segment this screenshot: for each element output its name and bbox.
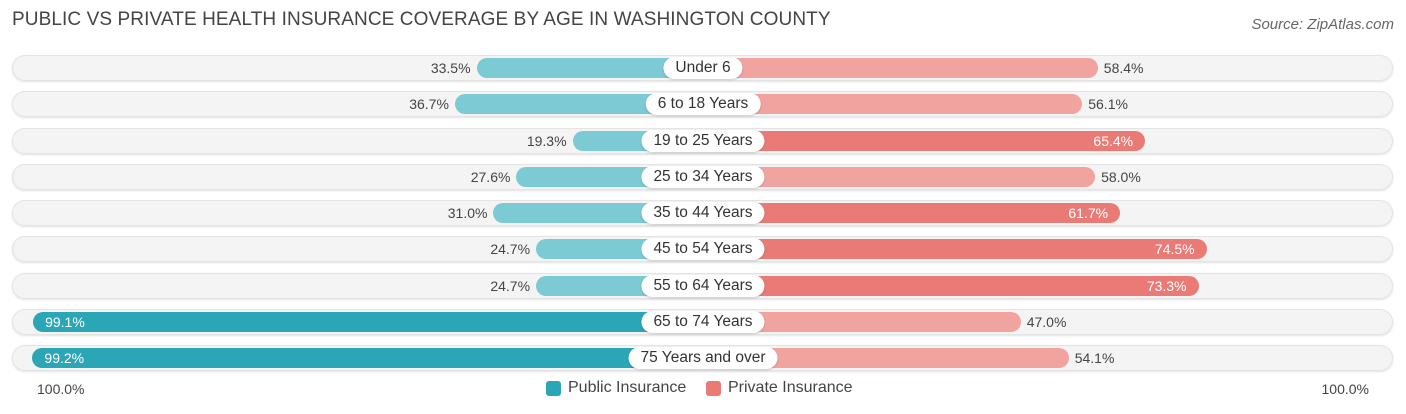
legend-public: Public Insurance [546,379,686,397]
legend-public-swatch [546,380,561,396]
source-label: Source: ZipAtlas.com [1251,16,1394,33]
category-label: 65 to 74 Years [641,310,765,333]
public-bar [476,58,703,78]
private-value-label: 73.3% [1146,277,1187,294]
public-bar [32,348,703,368]
private-bar [703,311,1021,332]
public-value-label: 27.6% [470,168,511,185]
legend-private-swatch [706,380,721,396]
private-bar [703,58,1098,78]
category-label: 25 to 34 Years [641,165,765,188]
private-value-label: 47.0% [1026,313,1067,330]
category-label: 55 to 64 Years [641,274,765,297]
public-value-label: 33.5% [430,60,471,76]
public-value-label: 24.7% [490,241,531,258]
public-bar [33,311,703,332]
public-value-label: 31.0% [447,205,488,221]
private-value-label: 65.4% [1093,132,1134,149]
axis-left-label: 100.0% [37,381,85,397]
private-value-label: 58.4% [1103,60,1144,76]
chart-title: PUBLIC VS PRIVATE HEALTH INSURANCE COVER… [12,9,831,30]
private-bar [703,203,1121,223]
category-label: 75 Years and over [628,347,778,369]
legend-private: Private Insurance [706,379,853,397]
private-value-label: 56.1% [1088,96,1128,113]
private-value-label: 74.5% [1154,241,1195,258]
category-label: 45 to 54 Years [641,238,765,261]
private-value-label: 54.1% [1074,350,1115,366]
category-label: 6 to 18 Years [645,93,761,116]
category-label: 19 to 25 Years [641,129,765,152]
private-bar [703,166,1096,187]
public-value-label: 19.3% [526,132,567,149]
private-value-label: 61.7% [1068,205,1109,221]
private-value-label: 58.0% [1101,168,1141,185]
public-value-label: 36.7% [409,96,449,113]
public-value-label: 99.2% [44,350,85,366]
category-label: 35 to 44 Years [641,202,765,224]
public-value-label: 99.1% [45,313,85,330]
category-label: Under 6 [663,57,743,79]
private-bar [703,348,1069,368]
private-bar [703,94,1083,115]
legend-public-label: Public Insurance [568,379,687,396]
legend-private-label: Private Insurance [728,379,853,396]
private-bar [703,130,1146,151]
public-bar [454,94,703,115]
public-value-label: 24.7% [490,277,531,294]
axis-right-label: 100.0% [1321,381,1369,397]
private-bar [703,239,1207,260]
private-bar [703,275,1199,296]
